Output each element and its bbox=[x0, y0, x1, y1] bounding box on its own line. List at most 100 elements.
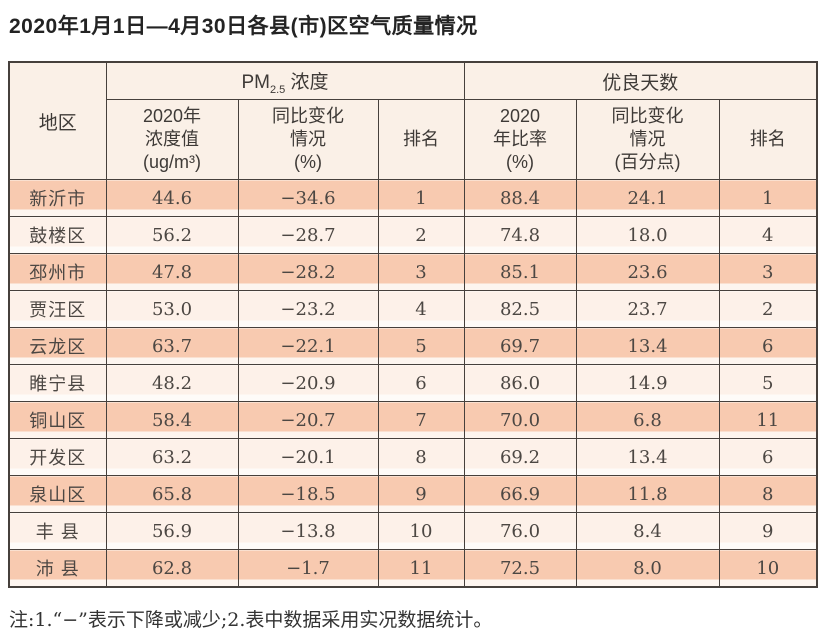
pm-change-cell: −13.8 bbox=[237, 512, 379, 550]
pm-rank-cell: 5 bbox=[377, 327, 465, 365]
pm-change-cell: −28.7 bbox=[237, 216, 379, 254]
header-line: 同比变化 bbox=[611, 105, 684, 126]
pm-rank-cell: 11 bbox=[377, 549, 465, 588]
pm-change-cell: −20.1 bbox=[237, 438, 379, 476]
header-sub-row: 2020年 浓度值 (ug/m³) 同比变化 情况 (%) 排名 2020 年比… bbox=[9, 99, 818, 180]
col-header-good-change: 同比变化 情况 (百分点) bbox=[575, 99, 720, 180]
good-ratio-cell: 69.7 bbox=[463, 327, 577, 365]
good-rank-cell: 6 bbox=[718, 438, 818, 476]
table-row: 贾汪区 53.0 −23.2 4 82.5 23.7 2 bbox=[8, 290, 818, 328]
header-line: 年比率 bbox=[493, 128, 547, 149]
region-cell: 沛 县 bbox=[8, 549, 107, 588]
header-group-row: 地区 PM2.5 浓度 优良天数 bbox=[8, 61, 818, 180]
good-change-cell: 11.8 bbox=[575, 475, 720, 513]
footnote: 注:1.“−”表示下降或减少;2.表中数据采用实况数据统计。 bbox=[9, 609, 493, 631]
table-row: 铜山区 58.4 −20.7 7 70.0 6.8 11 bbox=[8, 401, 818, 439]
region-cell: 云龙区 bbox=[8, 327, 107, 365]
good-ratio-cell: 76.0 bbox=[463, 512, 577, 550]
col-header-pm-value: 2020年 浓度值 (ug/m³) bbox=[105, 99, 239, 180]
pm-rank-cell: 7 bbox=[377, 401, 465, 439]
pm-change-cell: −1.7 bbox=[237, 549, 379, 588]
pm-value-cell: 44.6 bbox=[105, 179, 239, 217]
good-change-cell: 24.1 bbox=[575, 179, 720, 217]
col-group-pm25: PM2.5 浓度 bbox=[105, 61, 465, 100]
good-ratio-cell: 86.0 bbox=[463, 364, 577, 402]
good-change-cell: 8.0 bbox=[575, 549, 720, 588]
region-cell: 开发区 bbox=[8, 438, 107, 476]
header-line: (%) bbox=[294, 152, 322, 173]
pm25-label-pre: PM bbox=[241, 71, 270, 93]
table-row: 泉山区 65.8 −18.5 9 66.9 11.8 8 bbox=[8, 475, 818, 513]
region-cell: 邳州市 bbox=[8, 253, 107, 291]
good-ratio-cell: 66.9 bbox=[463, 475, 577, 513]
col-header-good-rank: 排名 bbox=[718, 99, 818, 180]
good-ratio-cell: 74.8 bbox=[463, 216, 577, 254]
pm-rank-cell: 2 bbox=[377, 216, 465, 254]
good-change-cell: 18.0 bbox=[575, 216, 720, 254]
pm-change-cell: −18.5 bbox=[237, 475, 379, 513]
table-row: 云龙区 63.7 −22.1 5 69.7 13.4 6 bbox=[8, 327, 818, 365]
header-line: (ug/m³) bbox=[143, 152, 201, 173]
pm-rank-cell: 1 bbox=[377, 179, 465, 217]
header-line: 排名 bbox=[749, 128, 786, 149]
good-ratio-cell: 88.4 bbox=[463, 179, 577, 217]
region-cell: 贾汪区 bbox=[8, 290, 107, 328]
good-rank-cell: 9 bbox=[718, 512, 818, 550]
pm-rank-cell: 3 bbox=[377, 253, 465, 291]
pm-value-cell: 63.2 bbox=[105, 438, 239, 476]
page-title: 2020年1月1日—4月30日各县(市)区空气质量情况 bbox=[9, 15, 478, 38]
pm-value-cell: 53.0 bbox=[105, 290, 239, 328]
good-ratio-cell: 82.5 bbox=[463, 290, 577, 328]
good-ratio-cell: 85.1 bbox=[463, 253, 577, 291]
region-cell: 铜山区 bbox=[8, 401, 107, 439]
air-quality-table: 地区 PM2.5 浓度 优良天数 2020年 浓度值 (ug/m³) 同比变化 … bbox=[8, 61, 819, 588]
good-ratio-cell: 69.2 bbox=[463, 438, 577, 476]
good-rank-cell: 4 bbox=[718, 216, 818, 254]
region-cell: 睢宁县 bbox=[8, 364, 107, 402]
pm-value-cell: 56.9 bbox=[105, 512, 239, 550]
pm-change-cell: −22.1 bbox=[237, 327, 379, 365]
col-header-region: 地区 bbox=[8, 61, 107, 180]
region-cell: 新沂市 bbox=[8, 179, 107, 217]
pm-value-cell: 58.4 bbox=[105, 401, 239, 439]
header-line: 2020年 bbox=[142, 105, 202, 126]
good-change-cell: 6.8 bbox=[575, 401, 720, 439]
pm-rank-cell: 9 bbox=[377, 475, 465, 513]
region-cell: 鼓楼区 bbox=[8, 216, 107, 254]
col-header-good-ratio: 2020 年比率 (%) bbox=[463, 99, 577, 180]
good-ratio-cell: 70.0 bbox=[463, 401, 577, 439]
good-change-cell: 23.7 bbox=[575, 290, 720, 328]
header-line: 排名 bbox=[403, 128, 439, 149]
good-change-cell: 13.4 bbox=[575, 327, 720, 365]
pm-rank-cell: 8 bbox=[377, 438, 465, 476]
pm-value-cell: 63.7 bbox=[105, 327, 239, 365]
header-line: 浓度值 bbox=[145, 128, 199, 149]
good-rank-cell: 2 bbox=[718, 290, 818, 328]
table-row: 鼓楼区 56.2 −28.7 2 74.8 18.0 4 bbox=[8, 216, 818, 254]
header-line: 情况 bbox=[290, 128, 326, 149]
pm-rank-cell: 10 bbox=[377, 512, 465, 550]
table-row: 开发区 63.2 −20.1 8 69.2 13.4 6 bbox=[8, 438, 818, 476]
header-line: 同比变化 bbox=[272, 105, 344, 126]
good-change-cell: 13.4 bbox=[575, 438, 720, 476]
col-header-pm-change: 同比变化 情况 (%) bbox=[237, 99, 379, 180]
good-rank-cell: 5 bbox=[718, 364, 818, 402]
good-change-cell: 8.4 bbox=[575, 512, 720, 550]
good-rank-cell: 11 bbox=[718, 401, 818, 439]
good-ratio-cell: 72.5 bbox=[463, 549, 577, 588]
pm25-subscript: 2.5 bbox=[269, 83, 286, 96]
col-header-pm-rank: 排名 bbox=[377, 99, 465, 180]
good-rank-cell: 10 bbox=[718, 549, 818, 588]
good-change-cell: 14.9 bbox=[575, 364, 720, 402]
pm-change-cell: −23.2 bbox=[237, 290, 379, 328]
pm-rank-cell: 4 bbox=[377, 290, 465, 328]
table-row: 睢宁县 48.2 −20.9 6 86.0 14.9 5 bbox=[8, 364, 818, 402]
good-rank-cell: 3 bbox=[718, 253, 818, 291]
table-row: 沛 县 62.8 −1.7 11 72.5 8.0 10 bbox=[8, 549, 818, 588]
pm-change-cell: −20.9 bbox=[237, 364, 379, 402]
pm-value-cell: 47.8 bbox=[105, 253, 239, 291]
pm-change-cell: −28.2 bbox=[237, 253, 379, 291]
table-row: 邳州市 47.8 −28.2 3 85.1 23.6 3 bbox=[8, 253, 818, 291]
good-rank-cell: 1 bbox=[718, 179, 818, 217]
